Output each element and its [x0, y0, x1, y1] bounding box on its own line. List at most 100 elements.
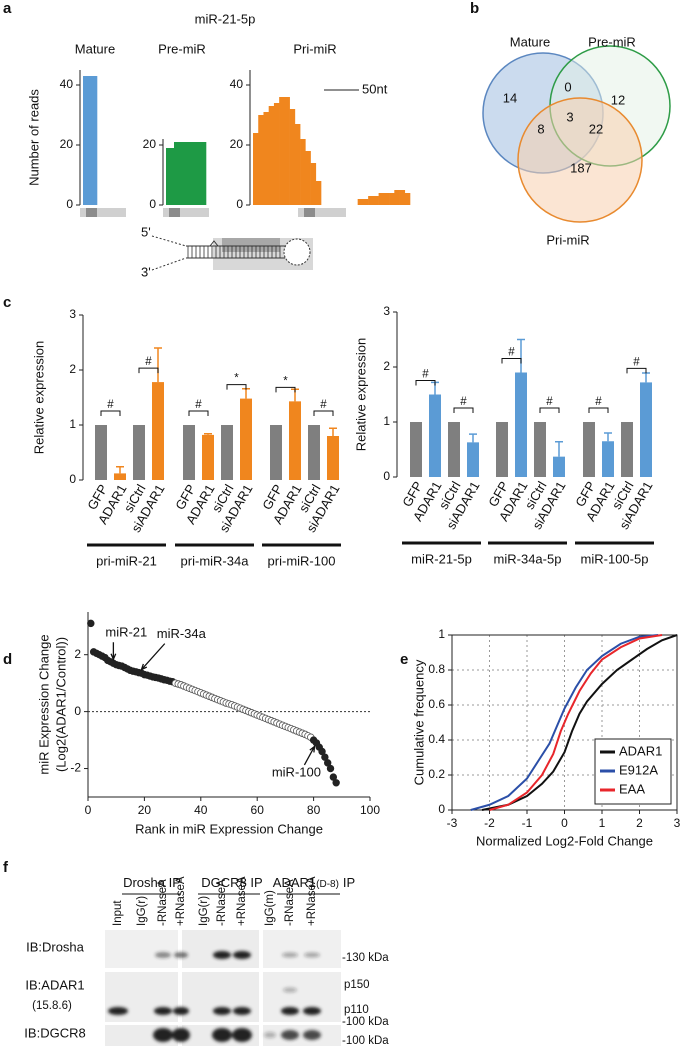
y-tick-label: 2	[74, 647, 81, 661]
blot-header: Drosha IP	[123, 875, 181, 890]
y-tick-label: 0	[383, 469, 390, 483]
x-tick-label: 2	[636, 816, 643, 830]
y-tick-label: 0	[438, 802, 445, 816]
bar	[270, 425, 282, 480]
cdf-line	[489, 634, 663, 811]
y-tick-label: 20	[60, 137, 74, 151]
group-label: miR-34a-5p	[494, 551, 562, 566]
significance-label: #	[422, 369, 429, 381]
bar	[183, 425, 195, 480]
x-tick-label: 40	[194, 803, 208, 817]
bar	[263, 112, 269, 205]
legend-label: ADAR1	[619, 743, 662, 758]
blot-row-label: (15.8.6)	[32, 1000, 72, 1012]
point	[87, 619, 95, 628]
significance-bracket	[226, 384, 247, 390]
bar	[383, 193, 390, 205]
y-tick-label: 0.2	[428, 767, 445, 781]
panel-letter: d	[3, 651, 12, 668]
y-tick-label: -2	[70, 761, 81, 775]
lane-label: IgG(r)	[136, 896, 148, 926]
legend-label: EAA	[619, 781, 645, 796]
hairpin	[151, 235, 313, 271]
x-tick-label: -1	[522, 816, 533, 830]
chart-title: Mature	[75, 41, 115, 56]
bar	[152, 382, 164, 480]
panel-letter: c	[3, 294, 11, 311]
bar	[182, 142, 191, 205]
y-tick-label: 20	[230, 137, 244, 151]
y-tick-label: 1	[383, 414, 390, 428]
bar	[583, 422, 595, 477]
chart-title: Pre-miR	[158, 41, 206, 56]
group-label: pri-miR-34a	[181, 553, 250, 568]
significance-label: #	[320, 399, 327, 411]
bar	[467, 442, 479, 477]
error-bar	[154, 347, 162, 383]
blot-header: DGCR8 IP	[201, 875, 262, 890]
y-tick-label: 1	[69, 417, 76, 431]
x-axis-label: Normalized Log2-Fold Change	[476, 833, 653, 848]
annotation: miR-34a	[157, 626, 207, 641]
blot-marker: -130 kDa	[342, 952, 389, 964]
error-bar	[204, 433, 212, 435]
bar	[95, 425, 107, 480]
significance-bracket	[275, 386, 296, 393]
bar	[83, 76, 98, 205]
annotation-arrow	[140, 643, 166, 671]
bar	[368, 196, 374, 205]
bar	[389, 193, 395, 205]
bar	[221, 425, 233, 480]
lane-label: -RNaseA	[157, 879, 169, 926]
point	[332, 779, 340, 787]
y-tick-label: 1	[438, 627, 445, 641]
bar	[327, 436, 339, 480]
y-axis-label: (Log2(ADAR1/Control))	[53, 637, 68, 772]
bar	[602, 441, 614, 477]
y-tick-label: 0	[66, 197, 73, 211]
blot-marker: -100 kDa	[342, 1035, 389, 1047]
lane-label: IgG(m)	[264, 890, 276, 926]
significance-label: #	[595, 396, 602, 408]
blot-marker: p150	[344, 979, 370, 991]
bar	[284, 97, 290, 205]
venn-count: 3	[566, 109, 573, 124]
blot-marker: -100 kDa	[342, 1016, 389, 1028]
significance-label: #	[633, 356, 640, 368]
bar	[496, 422, 508, 477]
blot-row-label: IB:Drosha	[26, 939, 85, 954]
venn-set-label: Pri-miR	[546, 232, 589, 247]
venn-set-label: Pre-miR	[588, 34, 636, 49]
position-strips	[80, 208, 346, 217]
significance-bracket	[188, 410, 209, 416]
significance-label: #	[508, 347, 515, 359]
blot-row-label: IB:DGCR8	[24, 1025, 85, 1040]
y-tick-label: 0	[236, 197, 243, 211]
bar	[289, 109, 296, 205]
x-tick-label: 60	[251, 803, 265, 817]
cdf-line	[470, 634, 659, 811]
significance-bracket	[138, 367, 159, 374]
bar	[404, 193, 411, 205]
bar	[553, 456, 565, 477]
bar	[166, 148, 175, 205]
bar	[174, 142, 183, 205]
venn	[482, 45, 671, 223]
panel-letter: b	[470, 0, 479, 17]
lane-label: IgG(r)	[198, 896, 210, 926]
y-tick-label: 2	[69, 362, 76, 376]
group-label: miR-21-5p	[411, 551, 472, 566]
hairpin-label: 3'	[141, 264, 151, 279]
venn-count: 14	[503, 90, 517, 105]
blot-row-label: IB:ADAR1	[25, 977, 84, 992]
lane-label: +RNaseA	[306, 876, 318, 926]
lane-label: +RNaseA	[236, 876, 248, 926]
venn-count: 0	[564, 79, 571, 94]
significance-label: #	[107, 399, 114, 411]
bar	[310, 163, 317, 205]
x-tick-label: -3	[447, 816, 458, 830]
significance-label: #	[460, 396, 467, 408]
significance-bracket	[501, 358, 522, 364]
y-axis-label: Relative expression	[31, 341, 46, 454]
